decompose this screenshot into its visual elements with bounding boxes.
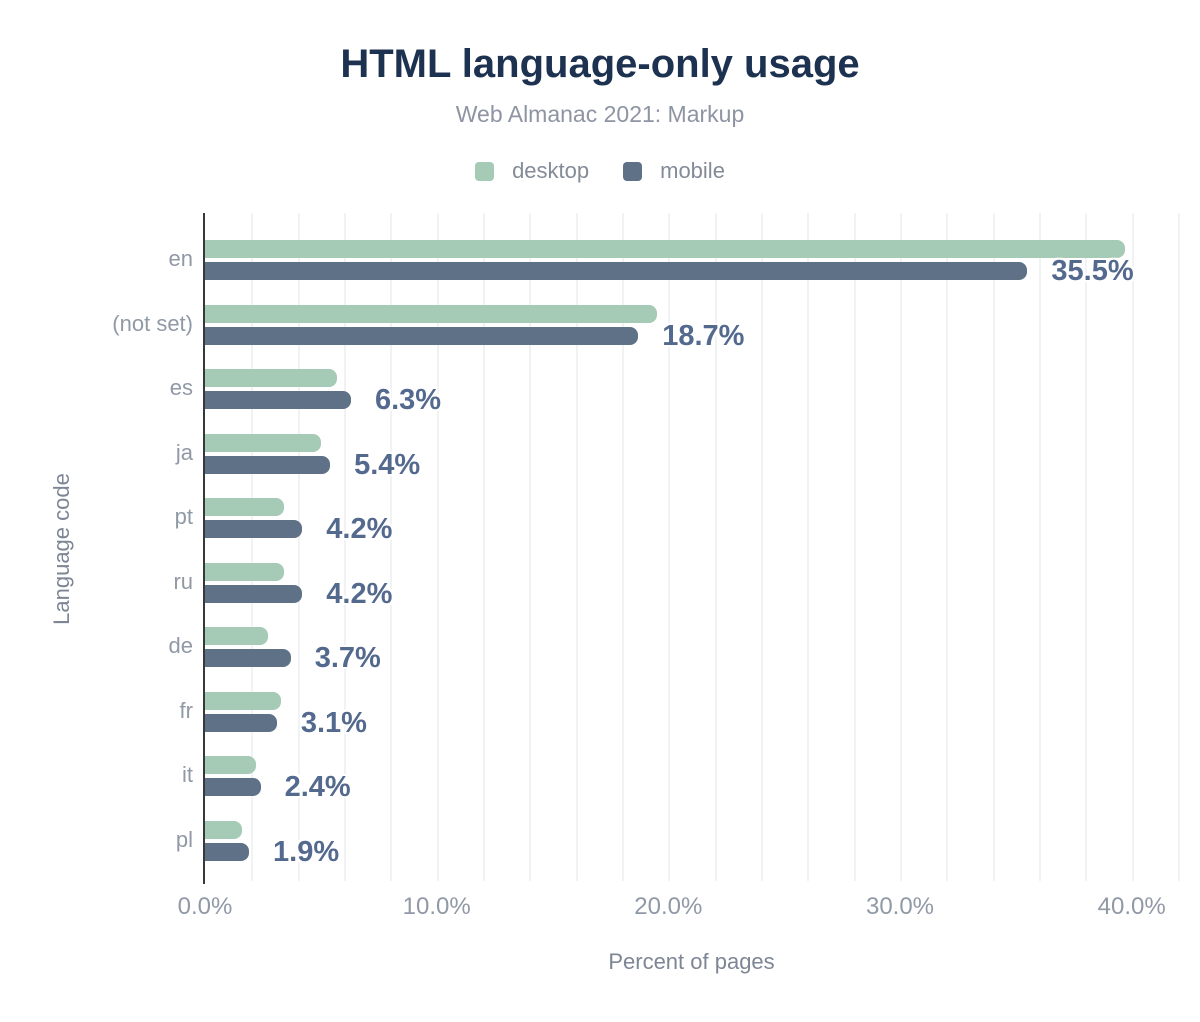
x-tick-label: 30.0%	[865, 893, 935, 920]
gridline	[390, 213, 393, 881]
x-tick-label: 0.0%	[177, 893, 233, 920]
gridline	[714, 213, 717, 881]
mobile-bar	[205, 584, 303, 603]
value-label: 4.2%	[326, 577, 393, 610]
mobile-bar	[205, 713, 277, 732]
gridline	[1131, 213, 1134, 881]
desktop-bar	[205, 756, 256, 774]
category-label: ru	[173, 568, 193, 594]
category-label: de	[168, 633, 193, 659]
category-label: pt	[174, 504, 193, 530]
category-label: pl	[175, 826, 193, 852]
legend-item-desktop: desktop	[475, 158, 589, 184]
chart-title: HTML language-only usage	[340, 42, 860, 86]
bar-group-it: 2.4%	[205, 743, 1178, 808]
gridline	[900, 213, 902, 881]
mobile-bar	[205, 520, 303, 538]
x-tick-label: 20.0%	[634, 893, 703, 920]
value-label: 6.3%	[374, 384, 442, 416]
desktop-bar	[205, 691, 282, 710]
value-label: 4.2%	[326, 513, 393, 545]
category-label: it	[182, 762, 193, 788]
mobile-bar	[205, 455, 331, 474]
x-tick-label: 40.0%	[1097, 893, 1166, 920]
bar-group-ru: 4.2%	[205, 550, 1178, 615]
gridline	[761, 213, 763, 881]
desktop-bar	[205, 369, 338, 387]
legend-mobile-swatch	[623, 161, 643, 181]
gridline	[668, 213, 671, 881]
bar-group-de: 3.7%	[205, 614, 1178, 679]
gridline	[344, 213, 346, 881]
gridline	[992, 213, 995, 881]
bar-group-ja: 5.4%	[205, 421, 1178, 486]
bar-group-es: 6.3%	[205, 356, 1178, 421]
value-label: 5.4%	[354, 448, 421, 481]
legend: desktop mobile	[0, 158, 1200, 184]
x-axis-tick-labels: 0.0% 10.0% 20.0% 30.0% 40.0%	[178, 893, 1178, 923]
y-axis-line	[203, 213, 205, 884]
desktop-bar	[205, 562, 284, 581]
desktop-bar	[205, 820, 243, 839]
gridline	[436, 213, 439, 881]
bar-group-fr: 3.1%	[205, 679, 1178, 744]
desktop-bar	[205, 433, 321, 452]
x-tick-label: 10.0%	[402, 893, 471, 920]
gridline	[946, 213, 949, 881]
bar-rows: 35.5% 18.7% 6.3% 5.4% 4.2% 4.2% 3.7% 3.1% 2.4% 1.…	[205, 227, 1178, 872]
mobile-bar	[205, 842, 250, 861]
value-label: 3.7%	[314, 642, 381, 674]
category-label: fr	[179, 697, 193, 723]
gridline	[622, 213, 624, 881]
plot-area: 35.5% 18.7% 6.3% 5.4% 4.2% 4.2% 3.7% 3.1% 2.4% 1.…	[203, 213, 1180, 884]
legend-desktop-swatch	[475, 161, 495, 181]
gridline	[575, 213, 578, 881]
value-label: 35.5%	[1051, 255, 1134, 287]
legend-item-mobile: mobile	[623, 158, 725, 184]
gridline	[807, 213, 810, 881]
bar-group-en: 35.5%	[205, 227, 1178, 292]
desktop-bar	[205, 627, 268, 645]
category-label: en	[168, 246, 193, 272]
bar-group-pl: 1.9%	[205, 808, 1178, 873]
legend-desktop-label: desktop	[512, 158, 590, 183]
category-label: (not set)	[112, 310, 193, 336]
desktop-bar	[205, 498, 284, 516]
gridline	[483, 213, 485, 881]
desktop-bar	[205, 240, 1125, 258]
value-label: 18.7%	[662, 319, 745, 352]
gridline	[853, 213, 856, 881]
gridline	[1085, 213, 1088, 881]
mobile-bar	[205, 649, 291, 667]
mobile-bar	[205, 326, 639, 345]
gridline	[297, 213, 300, 881]
gridline	[1178, 213, 1180, 881]
gridline	[251, 213, 254, 881]
category-label: ja	[175, 439, 193, 465]
mobile-bar	[205, 391, 351, 409]
chart-subtitle: Web Almanac 2021: Markup	[455, 101, 745, 127]
category-label: es	[169, 375, 193, 401]
value-label: 1.9%	[273, 835, 340, 868]
y-axis-category-labels: en (not set) es ja pt ru de fr it pl	[0, 227, 193, 872]
legend-mobile-label: mobile	[660, 158, 725, 183]
value-label: 2.4%	[284, 771, 351, 803]
gridline	[529, 213, 532, 881]
value-label: 3.1%	[300, 706, 367, 739]
mobile-bar	[205, 778, 261, 796]
x-axis-title: Percent of pages	[608, 949, 775, 974]
desktop-bar	[205, 304, 657, 323]
bar-group-notset: 18.7%	[205, 292, 1178, 357]
bar-group-pt: 4.2%	[205, 485, 1178, 550]
mobile-bar	[205, 262, 1028, 280]
gridline	[1039, 213, 1041, 881]
